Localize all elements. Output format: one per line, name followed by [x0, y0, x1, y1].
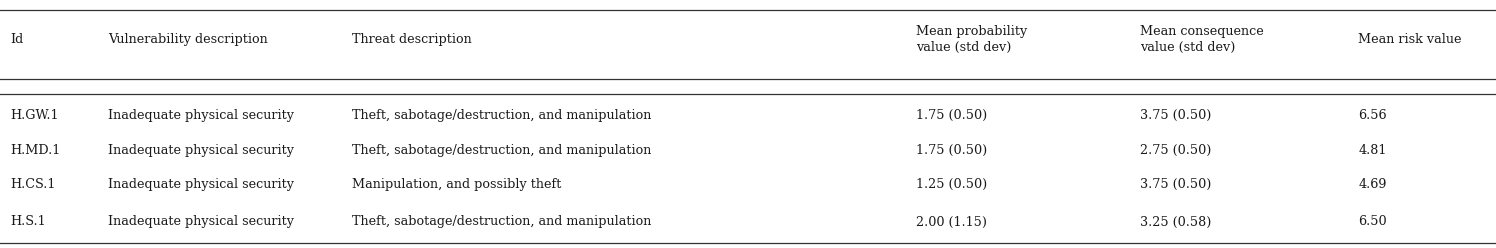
- Text: 1.25 (0.50): 1.25 (0.50): [916, 178, 987, 191]
- Text: 6.56: 6.56: [1358, 109, 1387, 122]
- Text: Mean probability
value (std dev): Mean probability value (std dev): [916, 25, 1026, 54]
- Text: Inadequate physical security: Inadequate physical security: [108, 178, 293, 191]
- Text: Inadequate physical security: Inadequate physical security: [108, 109, 293, 122]
- Text: 1.75 (0.50): 1.75 (0.50): [916, 109, 987, 122]
- Text: Theft, sabotage/destruction, and manipulation: Theft, sabotage/destruction, and manipul…: [352, 216, 651, 228]
- Text: Inadequate physical security: Inadequate physical security: [108, 144, 293, 156]
- Text: Theft, sabotage/destruction, and manipulation: Theft, sabotage/destruction, and manipul…: [352, 109, 651, 122]
- Text: Id: Id: [10, 33, 24, 46]
- Text: 2.00 (1.15): 2.00 (1.15): [916, 216, 986, 228]
- Text: 3.25 (0.58): 3.25 (0.58): [1140, 216, 1212, 228]
- Text: 4.69: 4.69: [1358, 178, 1387, 191]
- Text: Mean consequence
value (std dev): Mean consequence value (std dev): [1140, 25, 1264, 54]
- Text: Theft, sabotage/destruction, and manipulation: Theft, sabotage/destruction, and manipul…: [352, 144, 651, 156]
- Text: H.S.1: H.S.1: [10, 216, 46, 228]
- Text: 3.75 (0.50): 3.75 (0.50): [1140, 109, 1212, 122]
- Text: Mean risk value: Mean risk value: [1358, 33, 1462, 46]
- Text: H.CS.1: H.CS.1: [10, 178, 55, 191]
- Text: 6.50: 6.50: [1358, 216, 1387, 228]
- Text: Vulnerability description: Vulnerability description: [108, 33, 268, 46]
- Text: 3.75 (0.50): 3.75 (0.50): [1140, 178, 1212, 191]
- Text: Manipulation, and possibly theft: Manipulation, and possibly theft: [352, 178, 561, 191]
- Text: H.MD.1: H.MD.1: [10, 144, 61, 156]
- Text: 4.81: 4.81: [1358, 144, 1387, 156]
- Text: Threat description: Threat description: [352, 33, 471, 46]
- Text: H.GW.1: H.GW.1: [10, 109, 58, 122]
- Text: Inadequate physical security: Inadequate physical security: [108, 216, 293, 228]
- Text: 2.75 (0.50): 2.75 (0.50): [1140, 144, 1212, 156]
- Text: 1.75 (0.50): 1.75 (0.50): [916, 144, 987, 156]
